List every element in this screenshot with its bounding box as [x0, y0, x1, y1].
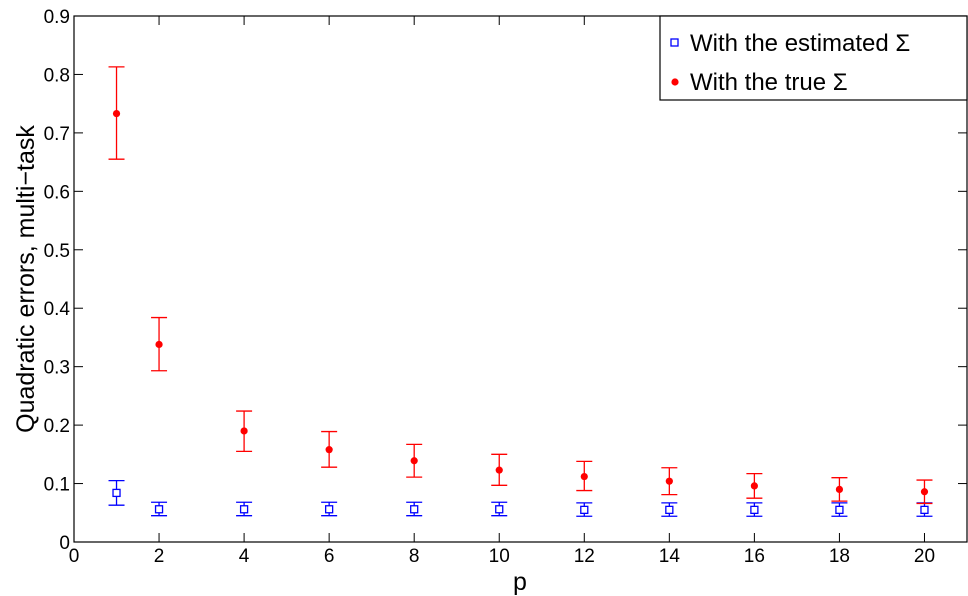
data-point: [835, 485, 844, 493]
y-axis-title: Quadratic errors, multi−task: [12, 125, 40, 433]
legend-label-estimated: With the estimated Σ: [690, 30, 910, 57]
y-tick-label: 0.9: [44, 7, 70, 28]
x-axis-title: p: [513, 568, 527, 596]
data-point: [240, 427, 248, 435]
x-tick-label: 8: [409, 546, 420, 567]
plot-area-frame: [73, 15, 968, 543]
data-point: [495, 505, 504, 514]
data-point: [835, 505, 844, 515]
x-tick-label: 2: [154, 546, 165, 567]
y-tick-label: 0.1: [44, 475, 70, 496]
y-tick-label: 0.6: [44, 182, 70, 203]
series-1: [108, 66, 933, 505]
data-point: [665, 505, 674, 515]
legend-marker-true: [671, 78, 679, 86]
x-tick-label: 14: [659, 546, 681, 567]
data-point: [112, 488, 121, 498]
legend-label-true: With the true Σ: [690, 69, 848, 96]
data-point: [580, 505, 589, 515]
legend: With the estimated Σ With the true Σ: [659, 15, 968, 101]
data-point: [325, 446, 333, 454]
series-0: [108, 479, 933, 517]
data-point: [580, 472, 588, 481]
x-tick-label: 20: [914, 546, 935, 567]
data-point: [239, 505, 249, 514]
legend-box: [659, 15, 968, 101]
x-tick-label: 6: [324, 546, 335, 567]
x-tick-label: 16: [744, 546, 765, 567]
axis-ticks: 0 2 4 6 8 10 12 14 16 18 20 0 0.1 0.2 0.3 0.4 0.5 0.6 0.7 0…: [44, 7, 967, 567]
data-point: [750, 505, 759, 515]
data-point: [495, 466, 503, 474]
data-point: [920, 488, 929, 496]
y-tick-label: 0: [59, 533, 70, 554]
y-tick-label: 0.7: [44, 124, 70, 145]
data-point: [410, 457, 418, 465]
x-tick-label: 18: [829, 546, 850, 567]
data-point: [665, 477, 673, 485]
x-tick-label: 4: [239, 546, 250, 567]
chart-marks: [108, 66, 933, 517]
x-tick-label: 0: [69, 546, 80, 567]
y-tick-label: 0.3: [44, 358, 70, 379]
data-point: [154, 505, 164, 514]
data-point: [112, 110, 121, 118]
data-point: [155, 340, 163, 349]
legend-marker-estimated: [670, 38, 679, 47]
data-point: [324, 505, 334, 514]
x-tick-label: 10: [489, 546, 510, 567]
data-point: [920, 505, 929, 515]
y-tick-label: 0.2: [44, 416, 70, 437]
data-point: [410, 505, 419, 514]
y-tick-label: 0.8: [44, 65, 70, 86]
x-tick-label: 12: [574, 546, 595, 567]
y-tick-label: 0.4: [44, 299, 71, 320]
y-tick-label: 0.5: [44, 241, 70, 262]
data-point: [750, 482, 758, 490]
